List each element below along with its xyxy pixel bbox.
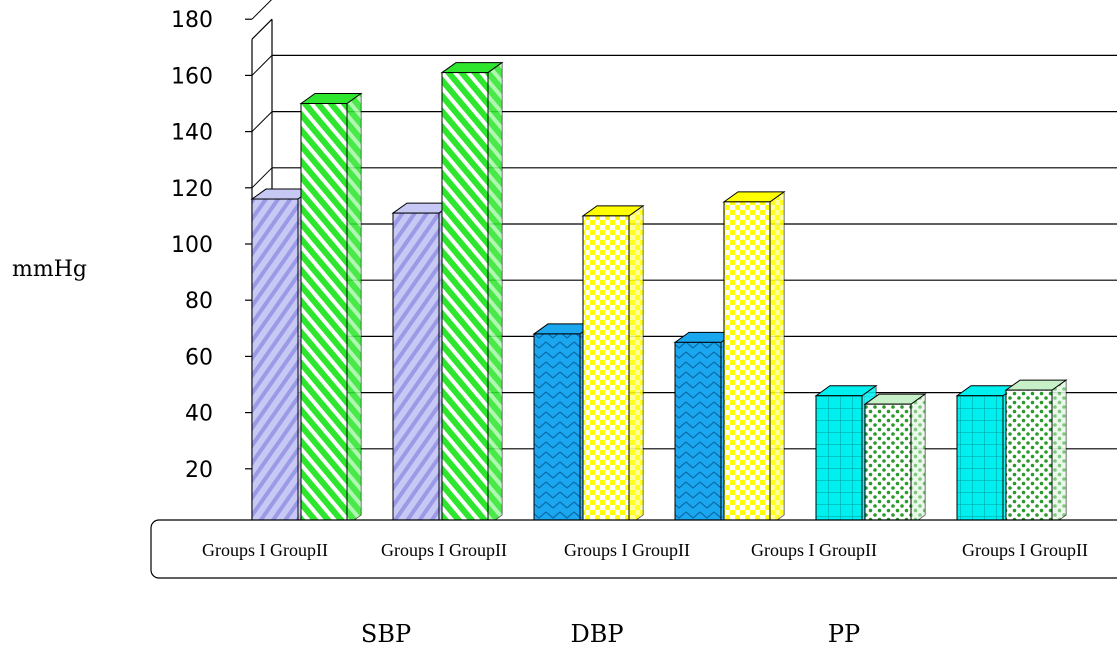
bar-front bbox=[723, 201, 771, 526]
bar bbox=[581, 204, 645, 526]
bar-side-pattern bbox=[347, 93, 361, 525]
y-tick-label: 120 bbox=[171, 177, 213, 202]
bar-side-pattern bbox=[770, 191, 784, 525]
group-labels: SBP DBP PP bbox=[361, 620, 860, 648]
bar-front bbox=[674, 341, 722, 526]
category-label: Groups I GroupII bbox=[962, 540, 1088, 560]
bar-front bbox=[1005, 389, 1053, 526]
bar-side-pattern bbox=[1052, 380, 1066, 525]
group-label: PP bbox=[828, 620, 860, 648]
bar-front bbox=[956, 395, 1004, 526]
gridline-depth bbox=[251, 55, 273, 76]
bar bbox=[722, 190, 786, 526]
bar-front bbox=[533, 333, 581, 526]
bar-front bbox=[864, 403, 912, 526]
bar-front bbox=[251, 198, 299, 526]
gridline-depth bbox=[251, 0, 272, 20]
bar bbox=[1004, 379, 1068, 526]
y-axis-label: mmHg bbox=[12, 257, 87, 282]
y-tick-label: 140 bbox=[171, 121, 213, 146]
y-tick-label: 40 bbox=[185, 402, 213, 427]
bar-side-pattern bbox=[629, 205, 643, 525]
bar bbox=[299, 92, 363, 526]
bar bbox=[440, 61, 504, 526]
category-label: Groups I GroupII bbox=[751, 540, 877, 560]
y-tick-label: 160 bbox=[171, 64, 213, 89]
category-label: Groups I GroupII bbox=[202, 540, 328, 560]
y-tick-label: 100 bbox=[171, 233, 213, 258]
group-label: SBP bbox=[361, 620, 411, 648]
bars bbox=[250, 61, 1068, 526]
category-label: Groups I GroupII bbox=[564, 540, 690, 560]
bar-side-pattern bbox=[911, 394, 925, 525]
category-box-frame bbox=[150, 519, 1117, 579]
bar-front bbox=[300, 103, 348, 526]
bar-front bbox=[582, 215, 630, 526]
bar-front bbox=[815, 395, 863, 526]
bar-front bbox=[392, 212, 440, 526]
group-label: DBP bbox=[570, 620, 623, 648]
bar-side-pattern bbox=[488, 62, 502, 526]
y-axis: 20 40 60 80 100 120 140 160 180 bbox=[171, 8, 253, 525]
y-tick-label: 60 bbox=[185, 345, 213, 370]
gridline-depth bbox=[251, 111, 273, 132]
gridline-depth bbox=[251, 167, 273, 189]
y-tick-label: 20 bbox=[185, 458, 213, 483]
y-tick-label: 80 bbox=[185, 289, 213, 314]
category-label: Groups I GroupII bbox=[381, 540, 507, 560]
bar-front bbox=[441, 72, 489, 526]
category-box: Groups I GroupII Groups I GroupII Groups I… bbox=[150, 519, 1117, 579]
y-tick-label: 180 bbox=[171, 8, 213, 33]
wall-corner bbox=[251, 18, 273, 40]
bar bbox=[863, 393, 927, 526]
